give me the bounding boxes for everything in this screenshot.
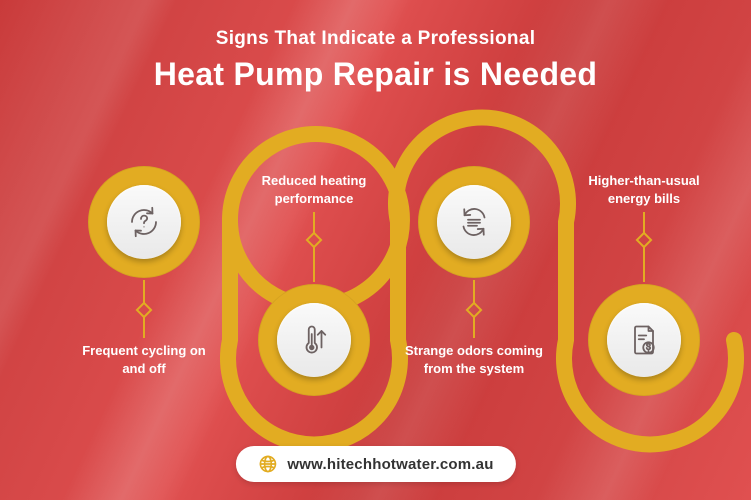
label-text-1: Frequent cycling on and off — [69, 342, 219, 377]
header-subtitle: Signs That Indicate a Professional — [0, 28, 751, 50]
footer-url: www.hitechhotwater.com.au — [287, 456, 493, 473]
globe-icon — [257, 454, 277, 474]
label-group-1: Frequent cycling on and off — [69, 280, 219, 390]
node-ring — [88, 166, 200, 278]
connector-diamond — [136, 302, 153, 319]
footer-pill: www.hitechhotwater.com.au — [235, 446, 515, 482]
header: Signs That Indicate a Professional Heat … — [0, 28, 751, 93]
connector-line — [643, 212, 645, 234]
connector-diamond — [466, 302, 483, 319]
node-ring — [258, 284, 370, 396]
connector-line — [313, 212, 315, 234]
node-strange-odors — [418, 166, 530, 278]
infographic-stage: Signs That Indicate a Professional Heat … — [0, 0, 751, 500]
label-group-3: Strange odors coming from the system — [399, 280, 549, 410]
connector-line — [473, 316, 475, 338]
cycle-question-icon — [126, 204, 162, 240]
node-disc — [107, 185, 181, 259]
node-ring — [418, 166, 530, 278]
label-group-2: Reduced heating performance — [239, 172, 389, 282]
connector-diamond — [636, 232, 653, 249]
connector-line — [313, 246, 315, 282]
node-ring — [588, 284, 700, 396]
header-title: Heat Pump Repair is Needed — [0, 56, 751, 93]
connector-line — [143, 280, 145, 304]
label-text-3: Strange odors coming from the system — [399, 342, 549, 377]
label-group-4: Higher-than-usual energy bills — [569, 172, 719, 282]
connector-diamond — [306, 232, 323, 249]
invoice-dollar-icon — [626, 322, 662, 358]
connector-line — [143, 316, 145, 338]
node-energy-bills — [588, 284, 700, 396]
node-disc — [277, 303, 351, 377]
thermometer-up-icon — [296, 322, 332, 358]
label-text-4: Higher-than-usual energy bills — [569, 172, 719, 207]
airflow-cycle-icon — [456, 204, 492, 240]
node-disc — [437, 185, 511, 259]
connector-line — [643, 246, 645, 282]
node-frequent-cycling — [88, 166, 200, 278]
connector-line — [473, 280, 475, 304]
label-text-2: Reduced heating performance — [239, 172, 389, 207]
node-disc — [607, 303, 681, 377]
node-reduced-heating — [258, 284, 370, 396]
